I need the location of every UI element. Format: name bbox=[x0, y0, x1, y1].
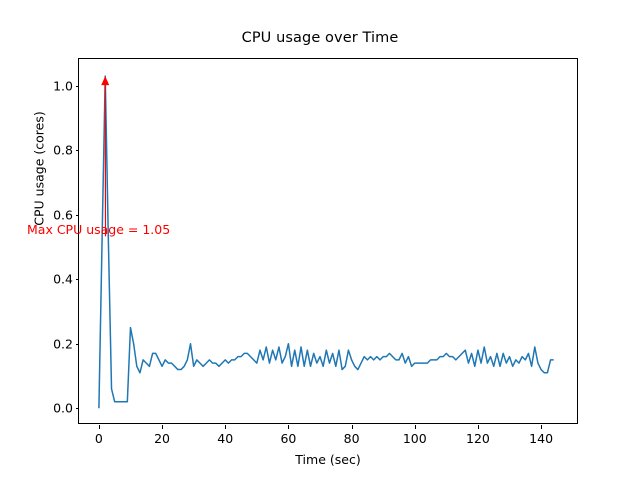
x-tick-mark bbox=[351, 425, 353, 429]
y-tick-mark bbox=[75, 150, 79, 152]
x-tick-label: 40 bbox=[217, 431, 234, 446]
x-tick-label: 140 bbox=[529, 431, 554, 446]
x-tick-mark bbox=[162, 425, 164, 429]
y-tick-mark bbox=[75, 214, 79, 216]
x-tick-mark bbox=[477, 425, 479, 429]
y-tick-label: 0.2 bbox=[53, 336, 73, 352]
x-tick-label: 60 bbox=[280, 431, 297, 446]
x-tick-mark bbox=[288, 425, 290, 429]
x-tick-label: 0 bbox=[94, 431, 103, 446]
data-line-svg bbox=[98, 75, 554, 409]
cpu-usage-line bbox=[98, 75, 554, 409]
x-tick-mark bbox=[414, 425, 416, 429]
x-tick-mark bbox=[225, 425, 227, 429]
chart-title: CPU usage over Time bbox=[241, 30, 399, 46]
y-tick-label: 0.8 bbox=[53, 142, 73, 158]
x-tick-mark bbox=[98, 425, 100, 429]
x-tick-label: 120 bbox=[465, 431, 490, 446]
plot-area: 0.0 0.2 0.4 0.6 0.8 1.0 0 20 40 60 80 100 120 140 bbox=[53, 58, 578, 446]
x-axis-label: Time (sec) bbox=[295, 452, 361, 467]
x-tick-label: 100 bbox=[402, 431, 427, 446]
y-tick-label: 0.4 bbox=[53, 271, 73, 287]
y-tick-mark bbox=[75, 85, 79, 87]
y-tick-mark bbox=[75, 408, 79, 410]
x-tick-label: 20 bbox=[154, 431, 171, 446]
y-tick-mark bbox=[75, 343, 79, 345]
y-tick-label: 1.0 bbox=[53, 78, 73, 94]
x-tick-label: 80 bbox=[343, 431, 360, 446]
y-axis-label: CPU usage (cores) bbox=[31, 111, 47, 226]
x-tick-mark bbox=[541, 425, 543, 429]
max-usage-annotation: Max CPU usage = 1.05 bbox=[27, 222, 171, 237]
y-tick-mark bbox=[75, 279, 79, 281]
y-tick-label: 0.6 bbox=[53, 207, 73, 223]
y-tick-label: 0.0 bbox=[53, 400, 73, 416]
max-usage-arrow bbox=[101, 76, 110, 237]
